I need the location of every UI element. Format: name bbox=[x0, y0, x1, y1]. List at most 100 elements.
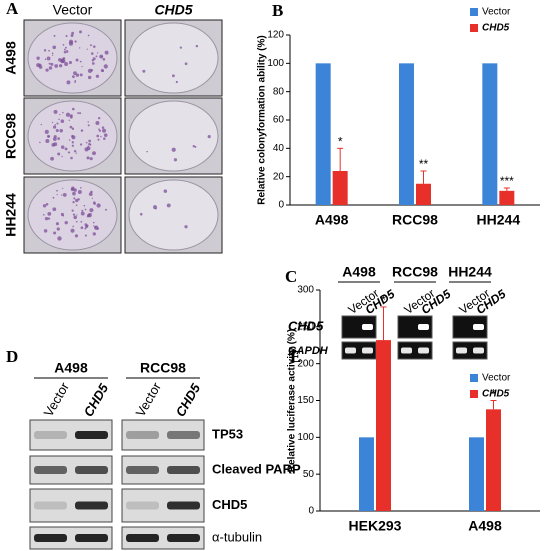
colony bbox=[72, 213, 76, 216]
colony bbox=[44, 58, 47, 61]
band bbox=[167, 534, 200, 542]
group-label: A498 bbox=[54, 360, 88, 376]
colony bbox=[54, 64, 59, 68]
colony bbox=[42, 213, 45, 216]
row-label: A498 bbox=[3, 41, 19, 75]
x-tick-label: A498 bbox=[315, 212, 349, 228]
colony bbox=[163, 189, 168, 193]
colony bbox=[207, 135, 211, 139]
colony bbox=[166, 203, 171, 208]
legend-label: CHD5 bbox=[482, 23, 510, 34]
bar bbox=[315, 63, 331, 206]
colony bbox=[68, 39, 74, 44]
band bbox=[401, 347, 412, 354]
colony bbox=[71, 31, 75, 35]
colony bbox=[79, 73, 83, 77]
colony bbox=[73, 188, 77, 192]
colony bbox=[47, 217, 51, 220]
band bbox=[34, 466, 67, 474]
colony bbox=[80, 220, 83, 223]
colony bbox=[85, 141, 88, 144]
colony bbox=[71, 144, 74, 147]
colony bbox=[69, 114, 73, 118]
colony bbox=[79, 60, 82, 63]
colony bbox=[83, 204, 86, 207]
colony bbox=[55, 128, 59, 133]
y-tick-label: 150 bbox=[297, 395, 314, 406]
colony bbox=[184, 225, 188, 229]
colony bbox=[59, 113, 61, 116]
colony bbox=[90, 44, 92, 47]
plate bbox=[128, 22, 219, 94]
colony bbox=[45, 68, 49, 72]
colony bbox=[58, 64, 63, 68]
y-tick-label: 100 bbox=[297, 432, 314, 443]
band bbox=[362, 324, 373, 330]
colony bbox=[80, 211, 85, 216]
row-label: HH244 bbox=[3, 193, 19, 237]
y-tick-label: 300 bbox=[297, 285, 314, 296]
band-label: GAPDH bbox=[288, 345, 329, 357]
band bbox=[345, 347, 356, 354]
band-label: CHD5 bbox=[288, 318, 324, 333]
lane-label: Vector bbox=[133, 379, 165, 419]
colony bbox=[139, 212, 143, 216]
legend-label: CHD5 bbox=[482, 389, 510, 400]
colony bbox=[89, 208, 94, 213]
colony bbox=[100, 135, 102, 138]
colony bbox=[52, 125, 57, 129]
colony bbox=[61, 155, 63, 158]
colony bbox=[46, 56, 51, 61]
blot bbox=[452, 341, 488, 360]
colony bbox=[64, 147, 68, 151]
bar bbox=[499, 190, 515, 205]
colony bbox=[80, 187, 82, 189]
colony bbox=[43, 49, 47, 52]
band bbox=[362, 347, 373, 354]
legend-swatch bbox=[470, 8, 478, 16]
lane-label: CHD5 bbox=[81, 380, 112, 419]
panel-label: A bbox=[6, 0, 19, 18]
y-tick-label: 0 bbox=[278, 200, 284, 211]
y-tick-label: 60 bbox=[273, 115, 285, 126]
legend-swatch bbox=[470, 24, 478, 32]
colony bbox=[173, 158, 178, 162]
y-tick-label: 80 bbox=[273, 86, 285, 97]
colony bbox=[171, 74, 175, 78]
colony bbox=[87, 124, 90, 127]
band bbox=[34, 534, 67, 542]
colony bbox=[95, 121, 100, 125]
significance: * bbox=[381, 293, 386, 307]
group-label: RCC98 bbox=[140, 360, 186, 376]
colony bbox=[75, 152, 77, 154]
colony bbox=[71, 141, 74, 144]
colony bbox=[103, 137, 106, 140]
colony bbox=[70, 34, 74, 38]
band bbox=[75, 466, 108, 474]
y-tick-label: 250 bbox=[297, 321, 314, 332]
colony bbox=[52, 45, 57, 50]
bar bbox=[469, 437, 484, 511]
colony bbox=[39, 141, 41, 144]
colony bbox=[66, 80, 71, 85]
colony bbox=[75, 204, 78, 207]
colony bbox=[103, 64, 108, 69]
x-tick-label: HH244 bbox=[477, 212, 521, 228]
band bbox=[418, 347, 429, 354]
panel-label: E bbox=[290, 347, 301, 366]
colony bbox=[47, 212, 52, 216]
error-bar bbox=[337, 147, 344, 171]
colony bbox=[80, 226, 84, 230]
colony bbox=[96, 203, 101, 208]
colony bbox=[51, 54, 54, 56]
colony bbox=[74, 81, 76, 83]
colony bbox=[56, 122, 59, 125]
significance: * bbox=[491, 387, 496, 401]
colony bbox=[97, 138, 100, 141]
group-label: RCC98 bbox=[392, 264, 438, 280]
group-label: HH244 bbox=[448, 264, 492, 280]
colony bbox=[96, 227, 99, 230]
y-tick-label: 200 bbox=[297, 358, 314, 369]
colony bbox=[104, 208, 107, 211]
